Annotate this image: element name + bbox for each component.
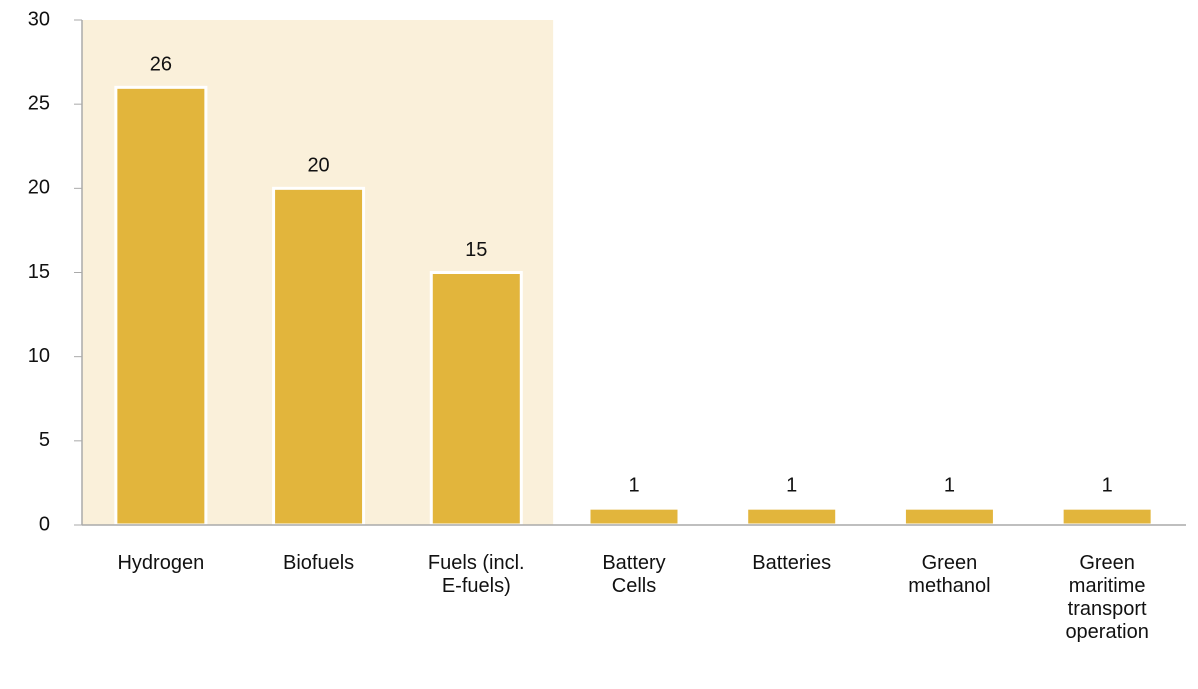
bar xyxy=(114,85,208,527)
y-tick-label: 30 xyxy=(28,8,50,30)
y-tick-label: 20 xyxy=(28,177,50,199)
value-label: 1 xyxy=(786,474,797,496)
value-label: 1 xyxy=(944,474,955,496)
y-tick-label: 0 xyxy=(39,513,50,535)
value-label: 1 xyxy=(628,474,639,496)
x-tick-label: Biofuels xyxy=(282,552,355,574)
bar xyxy=(745,506,839,527)
y-tick-label: 15 xyxy=(28,261,50,283)
x-tick-label: Batteries xyxy=(752,552,832,574)
y-tick-label: 25 xyxy=(28,92,50,114)
x-tick-label: Battery Cells xyxy=(602,552,666,597)
x-tick-label: Green methanol xyxy=(908,552,991,597)
y-tick-label: 5 xyxy=(39,429,50,451)
value-label: 26 xyxy=(150,54,172,76)
bar xyxy=(429,271,523,527)
bar xyxy=(272,186,366,527)
y-tick-label: 10 xyxy=(28,345,50,367)
x-tick-label: Green maritime transport operation xyxy=(1065,552,1149,643)
bar xyxy=(587,506,681,527)
x-tick-label: Fuels (incl. E-fuels) xyxy=(427,552,525,597)
value-label: 20 xyxy=(307,155,329,177)
x-tick-label: Hydrogen xyxy=(117,552,205,574)
value-label: 15 xyxy=(465,239,487,261)
bar xyxy=(902,506,996,527)
bar xyxy=(1060,506,1154,527)
value-label: 1 xyxy=(1102,474,1113,496)
